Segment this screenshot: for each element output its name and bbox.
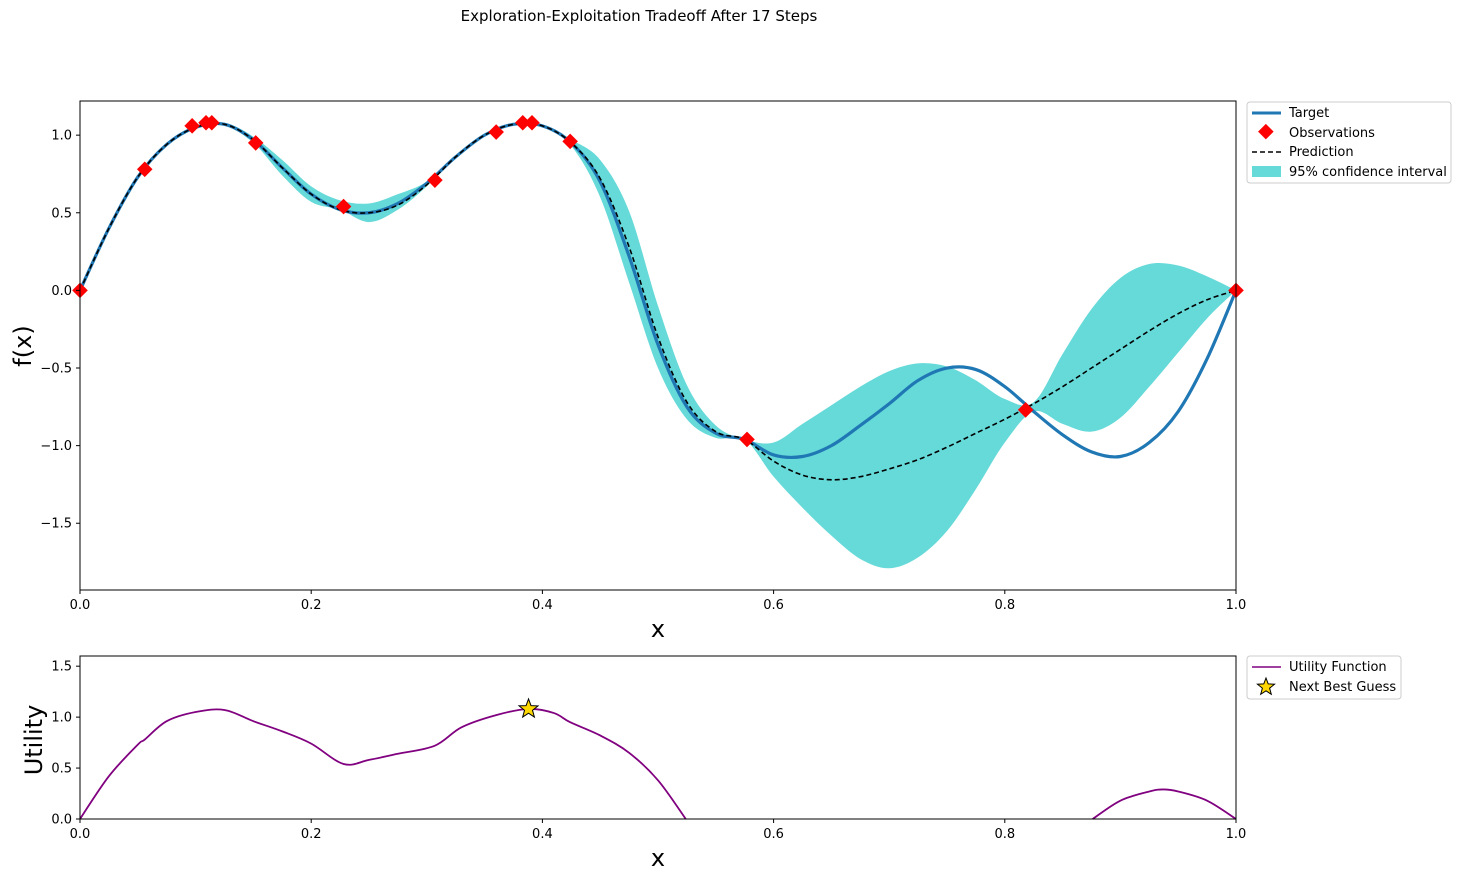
legend-next-best-guess-swatch [1256, 676, 1276, 696]
utility-panel: 0.0 0.2 0.4 0.6 0.8 1.0 0.0 0.5 1.0 1.5 x Utilit… [20, 655, 1402, 872]
utility-y-axis-label: Utility [20, 705, 48, 776]
prediction-line [79, 122, 1237, 481]
observation-point [136, 161, 153, 178]
legend-utility-label: Utility Function [1289, 660, 1387, 675]
gp-x-tick-label: 1.0 [1226, 598, 1247, 613]
gp-y-tick-label: 0.5 [51, 206, 72, 221]
gp-x-tick-label: 0.6 [763, 598, 784, 613]
figure-title: Exploration-Exploitation Tradeoff After … [461, 7, 818, 25]
observation-point [427, 172, 443, 188]
gp-y-ticks: −1.5 −1.0 −0.5 0.0 0.5 1.0 [40, 129, 80, 532]
utility-x-tick-label: 1.0 [1226, 827, 1247, 842]
gp-axes-frame [79, 100, 1237, 591]
observation-point [204, 114, 220, 131]
utility-y-tick-label: 0.5 [51, 762, 72, 777]
gp-x-tick-label: 0.0 [70, 598, 91, 613]
utility-y-tick-label: 1.5 [51, 660, 72, 675]
observation-point [184, 118, 200, 134]
utility-function-line [1092, 788, 1237, 820]
utility-line-layer [79, 708, 1237, 820]
gp-y-tick-label: −1.0 [40, 439, 72, 454]
gp-y-axis-label: f(x) [9, 325, 37, 366]
gp-y-tick-label: −0.5 [40, 362, 72, 377]
gp-x-axis-label: x [651, 615, 665, 643]
observation-point [335, 198, 352, 215]
legend-confidence-label: 95% confidence interval [1289, 165, 1447, 180]
legend-observations-label: Observations [1289, 126, 1375, 141]
gp-x-tick-label: 0.8 [994, 598, 1015, 613]
utility-x-tick-label: 0.8 [994, 827, 1015, 842]
utility-y-tick-label: 0.0 [51, 813, 72, 828]
gp-x-tick-label: 0.4 [532, 598, 553, 613]
utility-x-tick-label: 0.4 [532, 827, 553, 842]
prediction-line-layer [79, 122, 1237, 481]
utility-x-tick-label: 0.6 [763, 827, 784, 842]
legend-confidence-swatch [1252, 166, 1281, 177]
utility-x-tick-label: 0.2 [301, 827, 322, 842]
observation-point [562, 133, 578, 150]
next-best-guess-layer [517, 697, 540, 719]
observation-point [247, 135, 264, 151]
next-best-guess-star [517, 697, 540, 719]
gp-y-tick-label: 0.0 [51, 284, 72, 299]
target-line [78, 121, 1238, 460]
gp-legend: Target Observations Prediction 95% confi… [1246, 101, 1452, 184]
gp-panel: 0.0 0.2 0.4 0.6 0.8 1.0 −1.5 −1.0 −0.5 0.0 0.5 1.0… [9, 100, 1452, 643]
gp-x-ticks: 0.0 0.2 0.4 0.6 0.8 1.0 [70, 590, 1247, 613]
legend-target-label: Target [1288, 106, 1329, 121]
gp-y-tick-label: −1.5 [40, 517, 72, 532]
utility-axes-frame [79, 655, 1237, 820]
utility-x-axis-label: x [651, 844, 665, 872]
legend-prediction-label: Prediction [1289, 145, 1354, 160]
gp-x-tick-label: 0.2 [301, 598, 322, 613]
gp-y-tick-label: 1.0 [51, 129, 72, 144]
gp-legend-frame [1246, 101, 1452, 184]
observation-point [524, 114, 540, 131]
utility-function-line [79, 708, 687, 820]
utility-x-tick-label: 0.0 [70, 827, 91, 842]
utility-y-tick-label: 1.0 [51, 711, 72, 726]
utility-legend: Utility Function Next Best Guess [1246, 655, 1402, 700]
legend-next-best-guess-label: Next Best Guess [1289, 680, 1396, 695]
utility-y-ticks: 0.0 0.5 1.0 1.5 [51, 660, 80, 828]
utility-x-ticks: 0.0 0.2 0.4 0.6 0.8 1.0 [70, 819, 1247, 842]
utility-legend-frame [1246, 655, 1402, 700]
target-line-layer [78, 121, 1238, 460]
